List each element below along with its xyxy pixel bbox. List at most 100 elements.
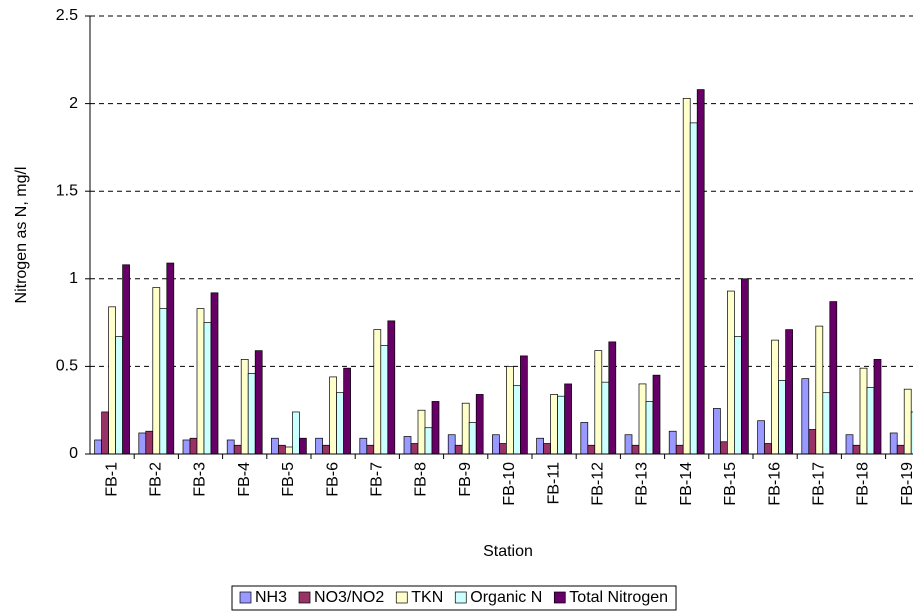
bar xyxy=(278,444,286,455)
bar xyxy=(336,392,344,455)
bar xyxy=(645,401,654,455)
x-tick-label: FB-17 xyxy=(811,462,828,506)
legend-label: NO3/NO2 xyxy=(314,589,384,606)
x-tick-label: FB-12 xyxy=(590,462,607,506)
bar xyxy=(387,320,396,455)
bar xyxy=(682,97,691,455)
bar xyxy=(343,367,351,455)
bar xyxy=(808,429,817,455)
x-tick-label: FB-15 xyxy=(722,462,739,506)
x-tick-label: FB-13 xyxy=(634,462,651,506)
y-tick-label: 1.5 xyxy=(56,182,78,199)
bar xyxy=(845,434,854,455)
legend-swatch xyxy=(454,591,467,604)
bar xyxy=(513,385,521,455)
bar xyxy=(689,122,698,455)
bar xyxy=(520,355,528,455)
bar xyxy=(285,446,293,455)
bar xyxy=(138,432,147,455)
bar xyxy=(801,378,810,455)
bar xyxy=(152,287,161,455)
bar xyxy=(424,427,433,455)
bar xyxy=(329,376,337,455)
bar xyxy=(734,336,742,455)
bar xyxy=(417,409,426,455)
bar xyxy=(115,336,123,455)
bar xyxy=(720,441,728,455)
y-tick-label: 0.5 xyxy=(56,358,78,375)
bar xyxy=(410,443,419,455)
bar xyxy=(240,359,249,455)
legend-label: NH3 xyxy=(255,589,287,606)
bar xyxy=(431,401,440,455)
x-tick-label: FB-19 xyxy=(899,462,913,506)
bar xyxy=(233,444,242,455)
bar xyxy=(254,350,263,455)
bar xyxy=(771,339,779,455)
bar xyxy=(292,411,300,455)
legend-swatch xyxy=(395,591,408,604)
x-tick-label: FB-2 xyxy=(148,462,165,497)
bar xyxy=(380,345,389,455)
x-tick-label: FB-5 xyxy=(280,462,297,497)
legend-label: TKN xyxy=(411,589,443,606)
bar xyxy=(815,325,824,455)
bar xyxy=(601,381,610,455)
x-tick-label: FB-4 xyxy=(236,462,253,497)
bar xyxy=(903,388,912,455)
bar xyxy=(594,350,603,455)
bar xyxy=(713,408,721,455)
bar xyxy=(247,373,256,455)
bar xyxy=(764,443,772,455)
bar xyxy=(403,436,412,455)
bar xyxy=(159,308,168,455)
x-tick-label: FB-6 xyxy=(324,462,341,497)
bar xyxy=(145,430,154,455)
bar xyxy=(778,380,786,455)
bar xyxy=(896,444,905,455)
bar xyxy=(101,411,109,455)
bar xyxy=(587,444,596,455)
bar xyxy=(889,432,898,455)
bar xyxy=(785,329,793,455)
bar xyxy=(852,444,861,455)
bar xyxy=(550,394,558,455)
bar xyxy=(359,437,368,455)
y-tick-label: 0 xyxy=(69,445,78,462)
bar xyxy=(203,322,212,455)
legend-swatch xyxy=(298,591,311,604)
bar xyxy=(696,89,705,455)
bar xyxy=(454,444,463,455)
bar xyxy=(492,434,500,455)
bar xyxy=(499,443,507,455)
x-axis-title: Station xyxy=(483,543,533,560)
bar xyxy=(608,341,617,455)
bar xyxy=(638,383,647,455)
legend-swatch xyxy=(553,591,566,604)
bar xyxy=(366,444,375,455)
x-tick-label: FB-9 xyxy=(457,462,474,497)
bar xyxy=(447,434,456,455)
legend: NH3 NO3/NO2 TKN Organic N Total Nitrogen xyxy=(231,585,677,611)
x-tick-label: FB-8 xyxy=(413,462,430,497)
y-tick-label: 2 xyxy=(69,95,78,112)
bar xyxy=(580,422,589,455)
bar xyxy=(182,439,191,455)
bar xyxy=(866,387,875,455)
bar xyxy=(166,262,175,455)
x-tick-label: FB-11 xyxy=(545,462,562,504)
bar xyxy=(631,444,640,455)
bar xyxy=(226,439,235,455)
bar xyxy=(652,374,661,455)
bar xyxy=(564,383,572,455)
legend-label: Organic N xyxy=(470,589,542,606)
bar xyxy=(322,444,330,455)
bar xyxy=(506,366,514,455)
bar xyxy=(315,437,323,455)
bar xyxy=(910,411,913,455)
bar xyxy=(108,306,116,455)
bar xyxy=(468,422,477,455)
bar xyxy=(461,402,470,455)
bar xyxy=(475,394,484,455)
bar xyxy=(873,359,882,455)
